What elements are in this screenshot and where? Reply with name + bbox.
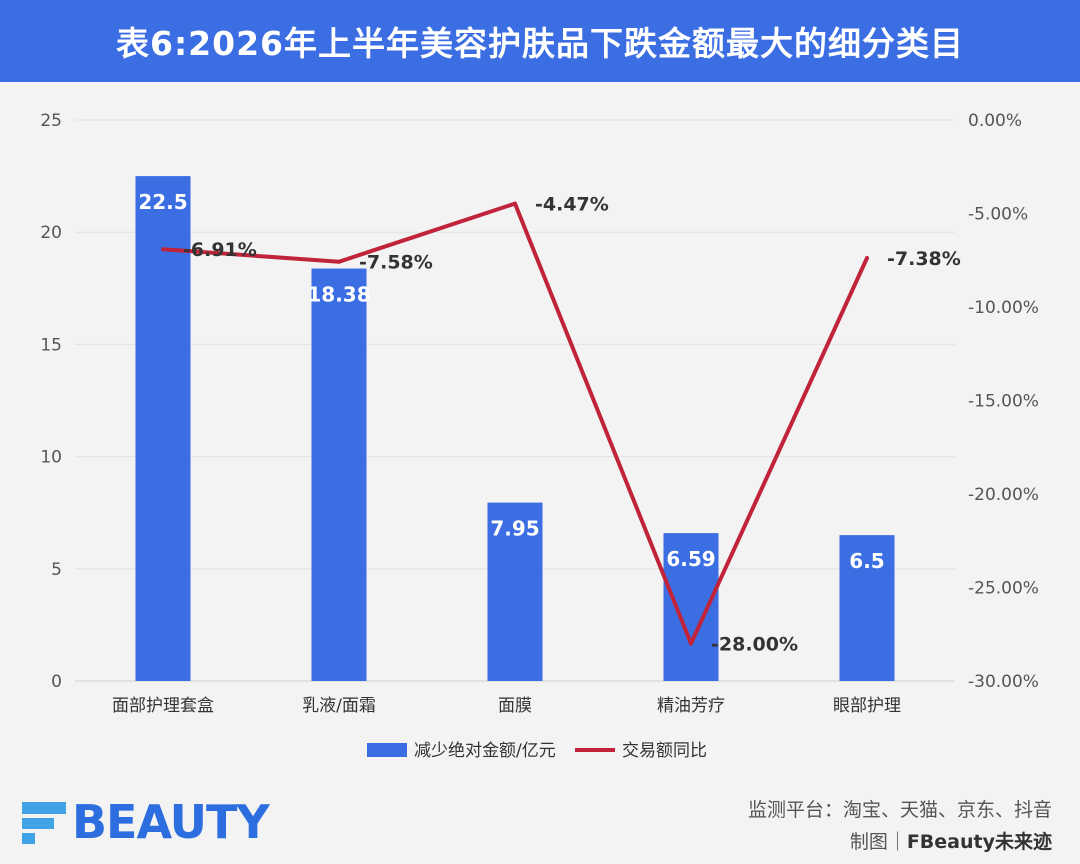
x-category-label: 面膜 [498,696,532,716]
yoy-point [865,256,869,261]
x-category-label: 面部护理套盒 [112,696,214,716]
chart-title: 表6:2026年上半年美容护肤品下跌金额最大的细分类目 [115,24,964,63]
y-left-tick-label: 15 [40,335,62,355]
yoy-value-label: -7.38% [887,248,961,270]
source-line: 监测平台：淘宝、天猫、京东、抖音 [747,799,1052,821]
x-category-label: 精油芳疗 [657,696,725,716]
x-category-label: 乳液/面霜 [302,696,376,716]
yoy-value-label: -28.00% [711,634,798,656]
bar-value-label: 7.95 [490,517,539,541]
bar [311,268,367,681]
credit-brand: FBeauty未来迹 [906,831,1052,853]
yoy-point [689,641,693,646]
footer-source: 监测平台：淘宝、天猫、京东、抖音 制图｜FBeauty未来迹 [748,794,1052,858]
brand-logo: BEAUTY [22,794,270,850]
fbeauty-logo-mark-icon [22,800,66,844]
bar-value-label: 22.5 [138,190,187,214]
yoy-value-label: -6.91% [183,239,257,261]
credit-line: 制图｜FBeauty未来迹 [748,826,1052,858]
bar-value-label: 6.5 [849,549,884,573]
y-left-tick-label: 0 [51,672,62,692]
yoy-value-label: -7.58% [359,252,433,274]
y-right-tick-label: -25.00% [968,579,1039,599]
y-right-tick-label: -20.00% [968,485,1039,505]
y-right-tick-label: -30.00% [968,672,1039,692]
yoy-point [513,201,517,206]
yoy-point [337,259,341,264]
legend-bar-swatch [367,743,407,757]
bar-value-label: 18.38 [307,283,370,307]
x-category-label: 眼部护理 [833,696,901,716]
yoy-point [161,247,165,252]
y-right-tick-label: -5.00% [968,205,1028,225]
yoy-value-label: -4.47% [535,194,609,216]
y-right-tick-label: -10.00% [968,298,1039,318]
bar [135,176,191,681]
y-right-tick-label: 0.00% [968,111,1022,131]
y-left-tick-label: 20 [40,223,62,243]
legend-line-label: 交易额同比 [622,741,707,761]
y-right-tick-label: -15.00% [968,392,1039,412]
bar [839,535,895,681]
credit-prefix: 制图｜ [849,831,907,853]
y-left-tick-label: 10 [40,448,62,468]
title-banner: 表6:2026年上半年美容护肤品下跌金额最大的细分类目 [0,0,1080,82]
y-left-tick-label: 25 [40,111,62,131]
legend-bar-label: 减少绝对金额/亿元 [414,741,556,761]
y-left-tick-label: 5 [51,560,62,580]
bar-value-label: 6.59 [666,547,715,571]
bar [487,502,543,681]
logo-wordmark: BEAUTY [72,795,270,849]
combo-chart: 0 5 10 15 20 25 0.00% -5.00% -10.00% -15.00% -20.0… [40,111,1039,761]
